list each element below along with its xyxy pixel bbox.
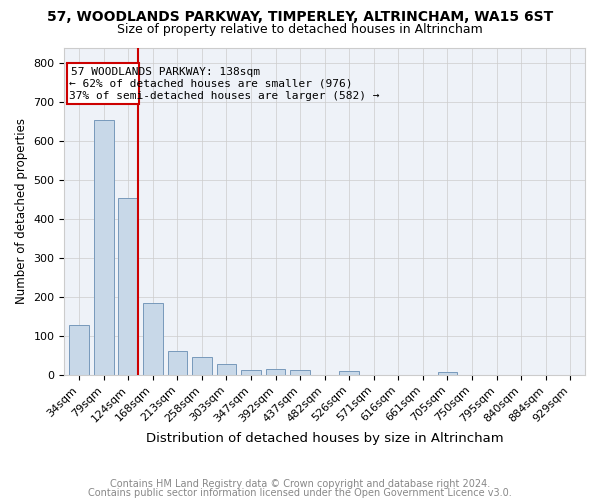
- Bar: [290, 370, 310, 375]
- Text: 57 WOODLANDS PARKWAY: 138sqm: 57 WOODLANDS PARKWAY: 138sqm: [71, 67, 260, 77]
- Bar: [94, 120, 113, 375]
- Bar: [437, 372, 457, 375]
- Bar: [340, 371, 359, 375]
- Bar: [266, 369, 286, 375]
- Text: 37% of semi-detached houses are larger (582) →: 37% of semi-detached houses are larger (…: [70, 91, 380, 101]
- Bar: [217, 364, 236, 375]
- Text: Size of property relative to detached houses in Altrincham: Size of property relative to detached ho…: [117, 22, 483, 36]
- Bar: [167, 351, 187, 375]
- Bar: [192, 356, 212, 375]
- Bar: [70, 325, 89, 375]
- Bar: [241, 370, 261, 375]
- Text: Contains public sector information licensed under the Open Government Licence v3: Contains public sector information licen…: [88, 488, 512, 498]
- FancyBboxPatch shape: [67, 63, 139, 104]
- Y-axis label: Number of detached properties: Number of detached properties: [15, 118, 28, 304]
- Text: Contains HM Land Registry data © Crown copyright and database right 2024.: Contains HM Land Registry data © Crown c…: [110, 479, 490, 489]
- Bar: [118, 198, 138, 375]
- Text: 57, WOODLANDS PARKWAY, TIMPERLEY, ALTRINCHAM, WA15 6ST: 57, WOODLANDS PARKWAY, TIMPERLEY, ALTRIN…: [47, 10, 553, 24]
- Text: ← 62% of detached houses are smaller (976): ← 62% of detached houses are smaller (97…: [70, 78, 353, 88]
- X-axis label: Distribution of detached houses by size in Altrincham: Distribution of detached houses by size …: [146, 432, 503, 445]
- Bar: [143, 303, 163, 375]
